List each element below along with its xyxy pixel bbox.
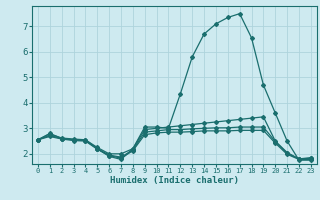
X-axis label: Humidex (Indice chaleur): Humidex (Indice chaleur)	[110, 176, 239, 185]
